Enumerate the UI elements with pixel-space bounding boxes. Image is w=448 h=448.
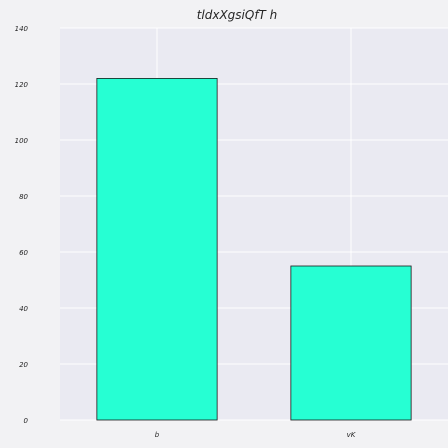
x-tick-label: vK	[347, 431, 357, 439]
x-tick-label: b	[155, 431, 160, 439]
y-tick-label: 100	[15, 137, 29, 145]
y-tick-label: 80	[19, 193, 28, 201]
y-tick-label: 140	[15, 25, 29, 33]
y-tick-label: 20	[19, 361, 28, 369]
y-tick-label: 40	[19, 305, 28, 313]
y-tick-label: 60	[19, 249, 28, 257]
y-tick-label: 0	[24, 417, 29, 425]
bar-b	[96, 78, 218, 421]
x-axis-ticks: b vK	[155, 431, 357, 439]
y-tick-label: 120	[15, 81, 29, 89]
bar-vK	[290, 265, 412, 421]
y-axis-ticks: 0 20 40 60 80 100 120 140	[15, 25, 29, 425]
chart-title: tldxXgsiQfT h	[197, 8, 278, 22]
bars	[96, 78, 412, 421]
